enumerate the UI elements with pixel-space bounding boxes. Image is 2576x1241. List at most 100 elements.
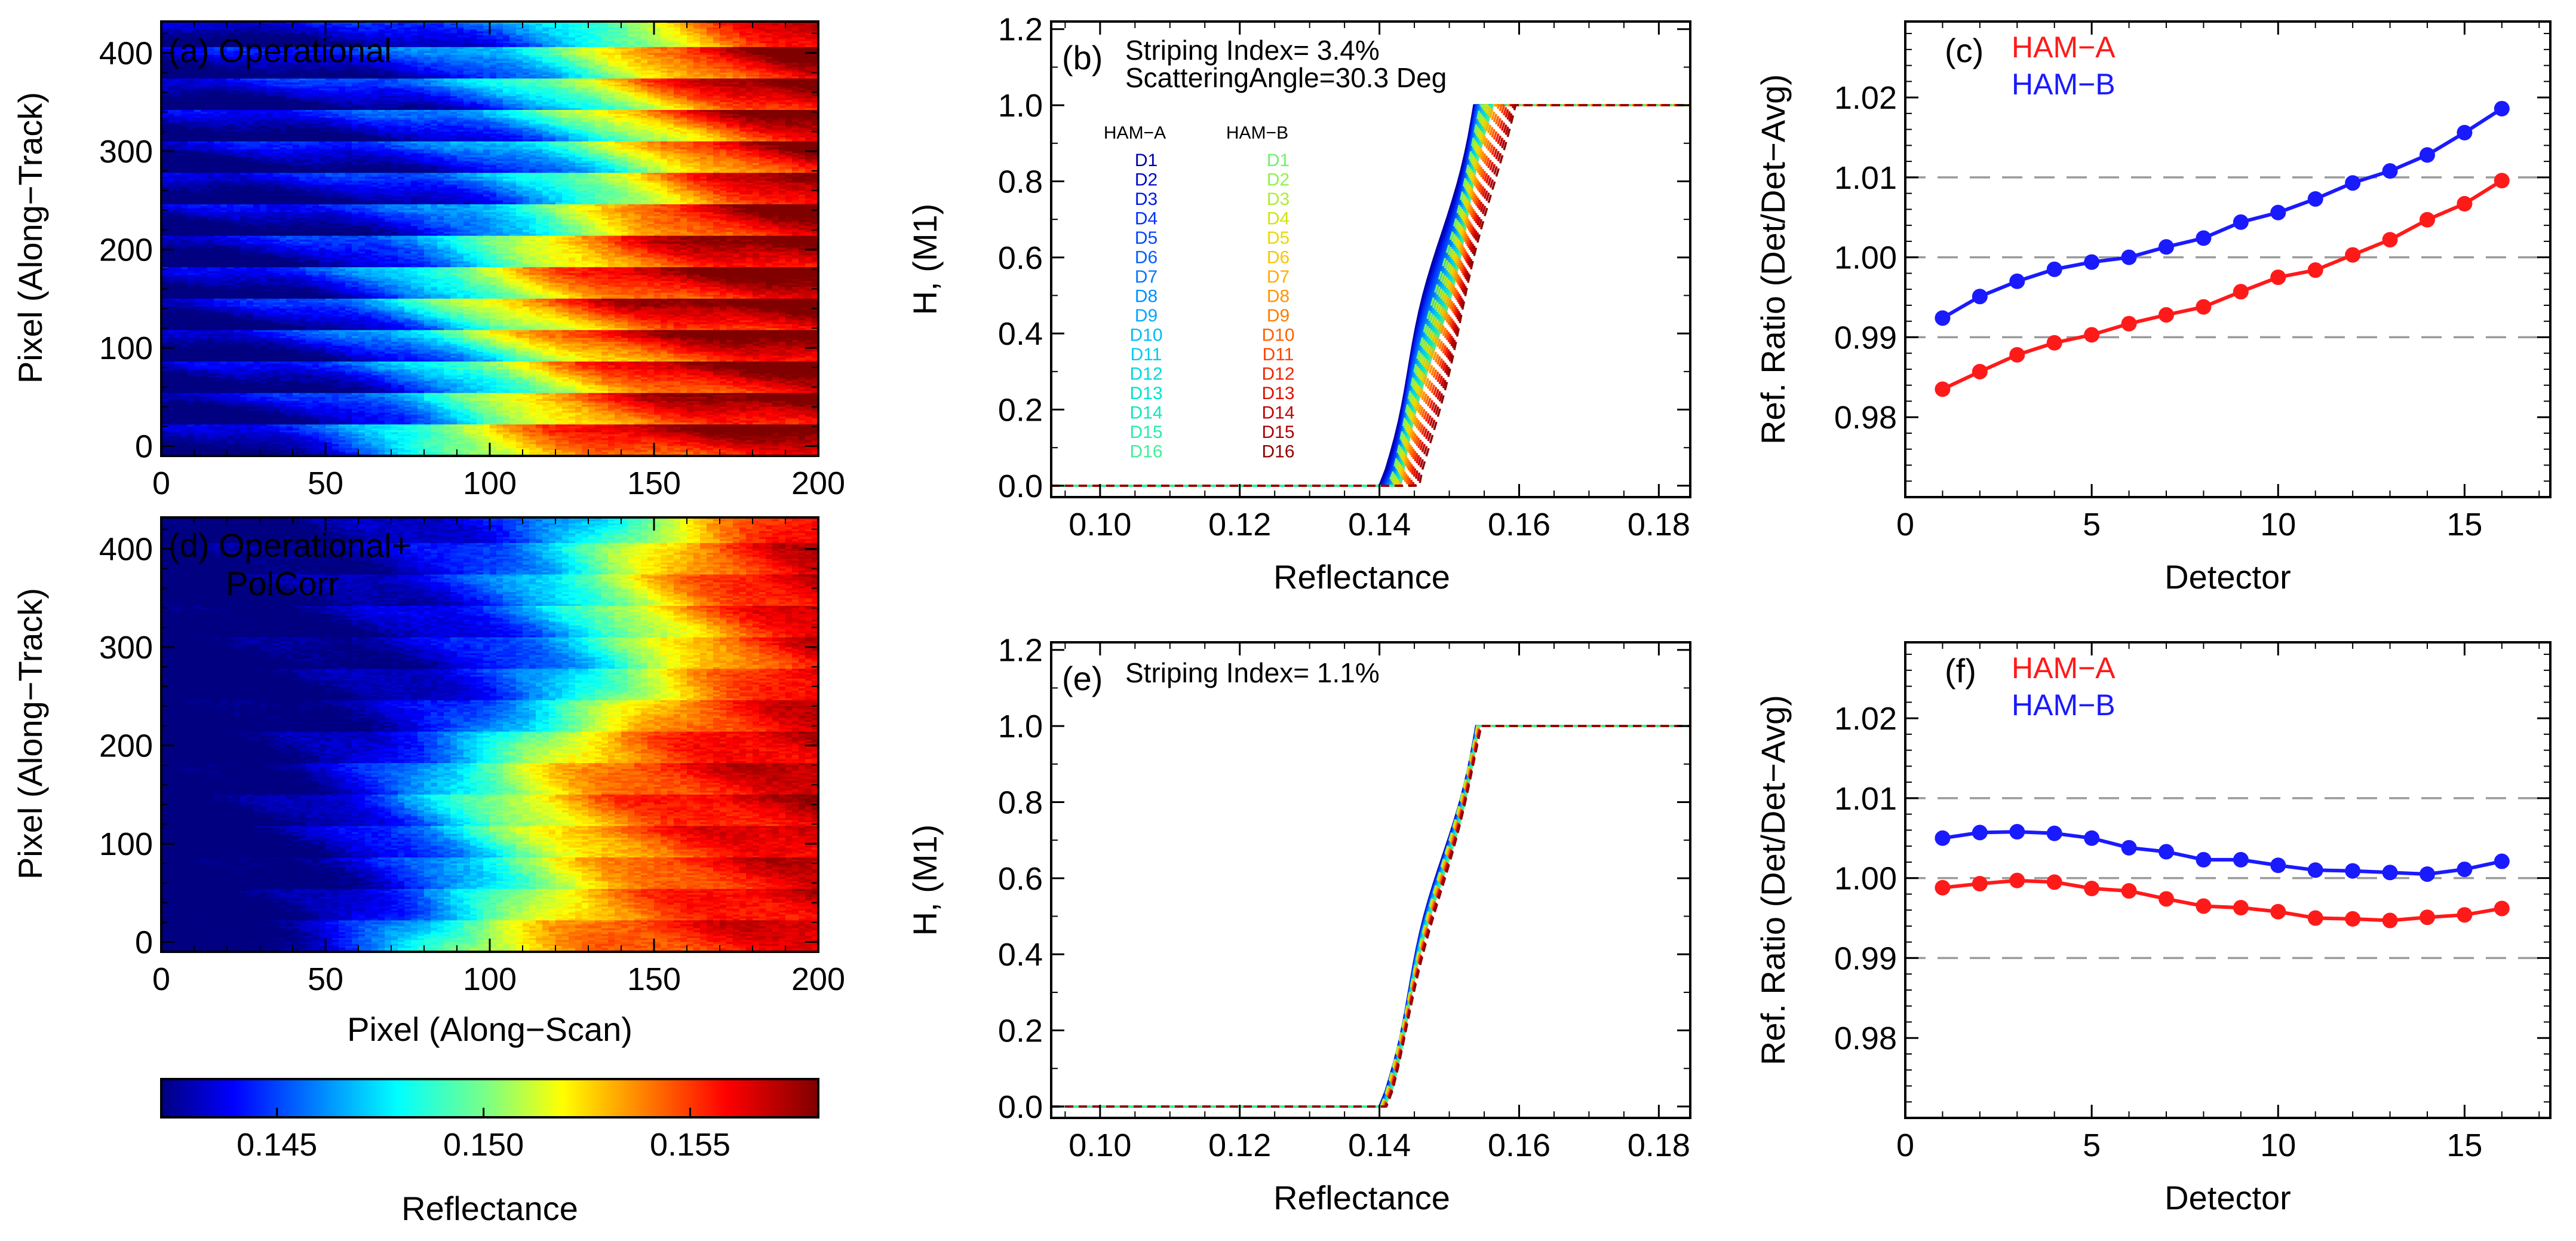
heatmap-cell [450,29,458,32]
heatmap-cell [444,37,451,40]
heatmap-cell [385,27,392,30]
heatmap-cell [496,37,503,40]
heatmap-cell [404,39,412,42]
heatmap-cell [431,49,438,51]
heatmap-cell [220,54,228,57]
heatmap-cell [358,49,366,51]
heatmap-cell [188,43,195,46]
heatmap-cell [667,35,674,38]
heatmap-cell [319,49,326,51]
heatmap-cell [286,39,293,42]
heatmap-cell [365,49,372,51]
heatmap-cell [569,33,576,36]
heatmap-cell [615,47,622,50]
heatmap-cell [417,35,425,38]
heatmap-cell [365,29,372,32]
heatmap-cell [286,45,293,48]
heatmap-cell [371,51,379,54]
heatmap-cell [588,31,595,34]
heatmap-cell [273,39,280,42]
heatmap-cell [207,41,214,44]
heatmap-cell [339,37,346,40]
heatmap-cell [707,37,714,40]
heatmap-cell [654,51,661,54]
heatmap-cell [595,23,602,26]
heatmap-cell [582,39,589,42]
heatmap-cell [595,25,602,28]
heatmap-cell [463,43,471,46]
heatmap-cell [555,29,563,32]
heatmap-cell [319,45,326,48]
heatmap-cell [391,47,398,50]
heatmap-cell [266,47,274,50]
heatmap-cell [437,47,444,50]
heatmap-cell [358,45,366,48]
heatmap-cell [253,25,260,28]
heatmap-cell [700,27,707,30]
heatmap-cell [726,31,733,34]
heatmap-cell [759,37,766,40]
heatmap-cell [654,43,661,46]
heatmap-cell [707,31,714,34]
heatmap-cell [628,33,635,36]
heatmap-cell [799,25,806,28]
heatmap-cell [588,29,595,32]
heatmap-cell [700,35,707,38]
heatmap-cell [463,31,471,34]
heatmap-cell [785,35,793,38]
heatmap-cell [555,43,563,46]
heatmap-cell [693,45,701,48]
heatmap-cell [628,43,635,46]
heatmap-cell [293,39,300,42]
heatmap-cell [431,37,438,40]
heatmap-cell [555,51,563,54]
heatmap-cell [733,51,740,54]
heatmap-cell [306,53,313,56]
heatmap-cell [424,37,431,40]
heatmap-cell [779,31,786,34]
heatmap-cell [319,51,326,54]
heatmap-cell [549,31,556,34]
heatmap-cell [194,37,201,40]
heatmap-cell [693,33,701,36]
heatmap-cell [326,25,333,28]
heatmap-cell [812,53,818,56]
heatmap-cell [424,25,431,28]
heatmap-cell [174,53,182,56]
heatmap-cell [306,47,313,50]
heatmap-cell [490,51,497,54]
heatmap-cell [247,53,254,56]
heatmap-cell [174,43,182,46]
heatmap-cell [273,45,280,48]
heatmap-cell [240,23,247,26]
heatmap-cell [214,25,221,28]
heatmap-cell [345,25,352,28]
heatmap-cell [398,35,405,38]
heatmap-cell [523,31,530,34]
heatmap-cell [365,51,372,54]
heatmap-cell [470,27,477,30]
heatmap-cell [792,23,799,26]
heatmap-cell [654,47,661,50]
heatmap-cell [746,29,753,32]
heatmap-cell [319,54,326,57]
heatmap-cell [385,45,392,48]
heatmap-cell [582,37,589,40]
heatmap-cell [693,25,701,28]
heatmap-cell [707,49,714,51]
heatmap-cell [398,31,405,34]
heatmap-cell [358,35,366,38]
heatmap-cell [700,23,707,26]
heatmap-cell [358,37,366,40]
heatmap-cell [628,27,635,30]
heatmap-cell [174,54,182,57]
heatmap-cell [339,49,346,51]
heatmap-cell [739,33,747,36]
heatmap-cell [181,33,188,36]
heatmap-cell [404,53,412,56]
heatmap-cell [509,41,517,44]
heatmap-cell [477,49,484,51]
heatmap-cell [207,47,214,50]
heatmap-cell [746,53,753,56]
heatmap-cell [700,47,707,50]
